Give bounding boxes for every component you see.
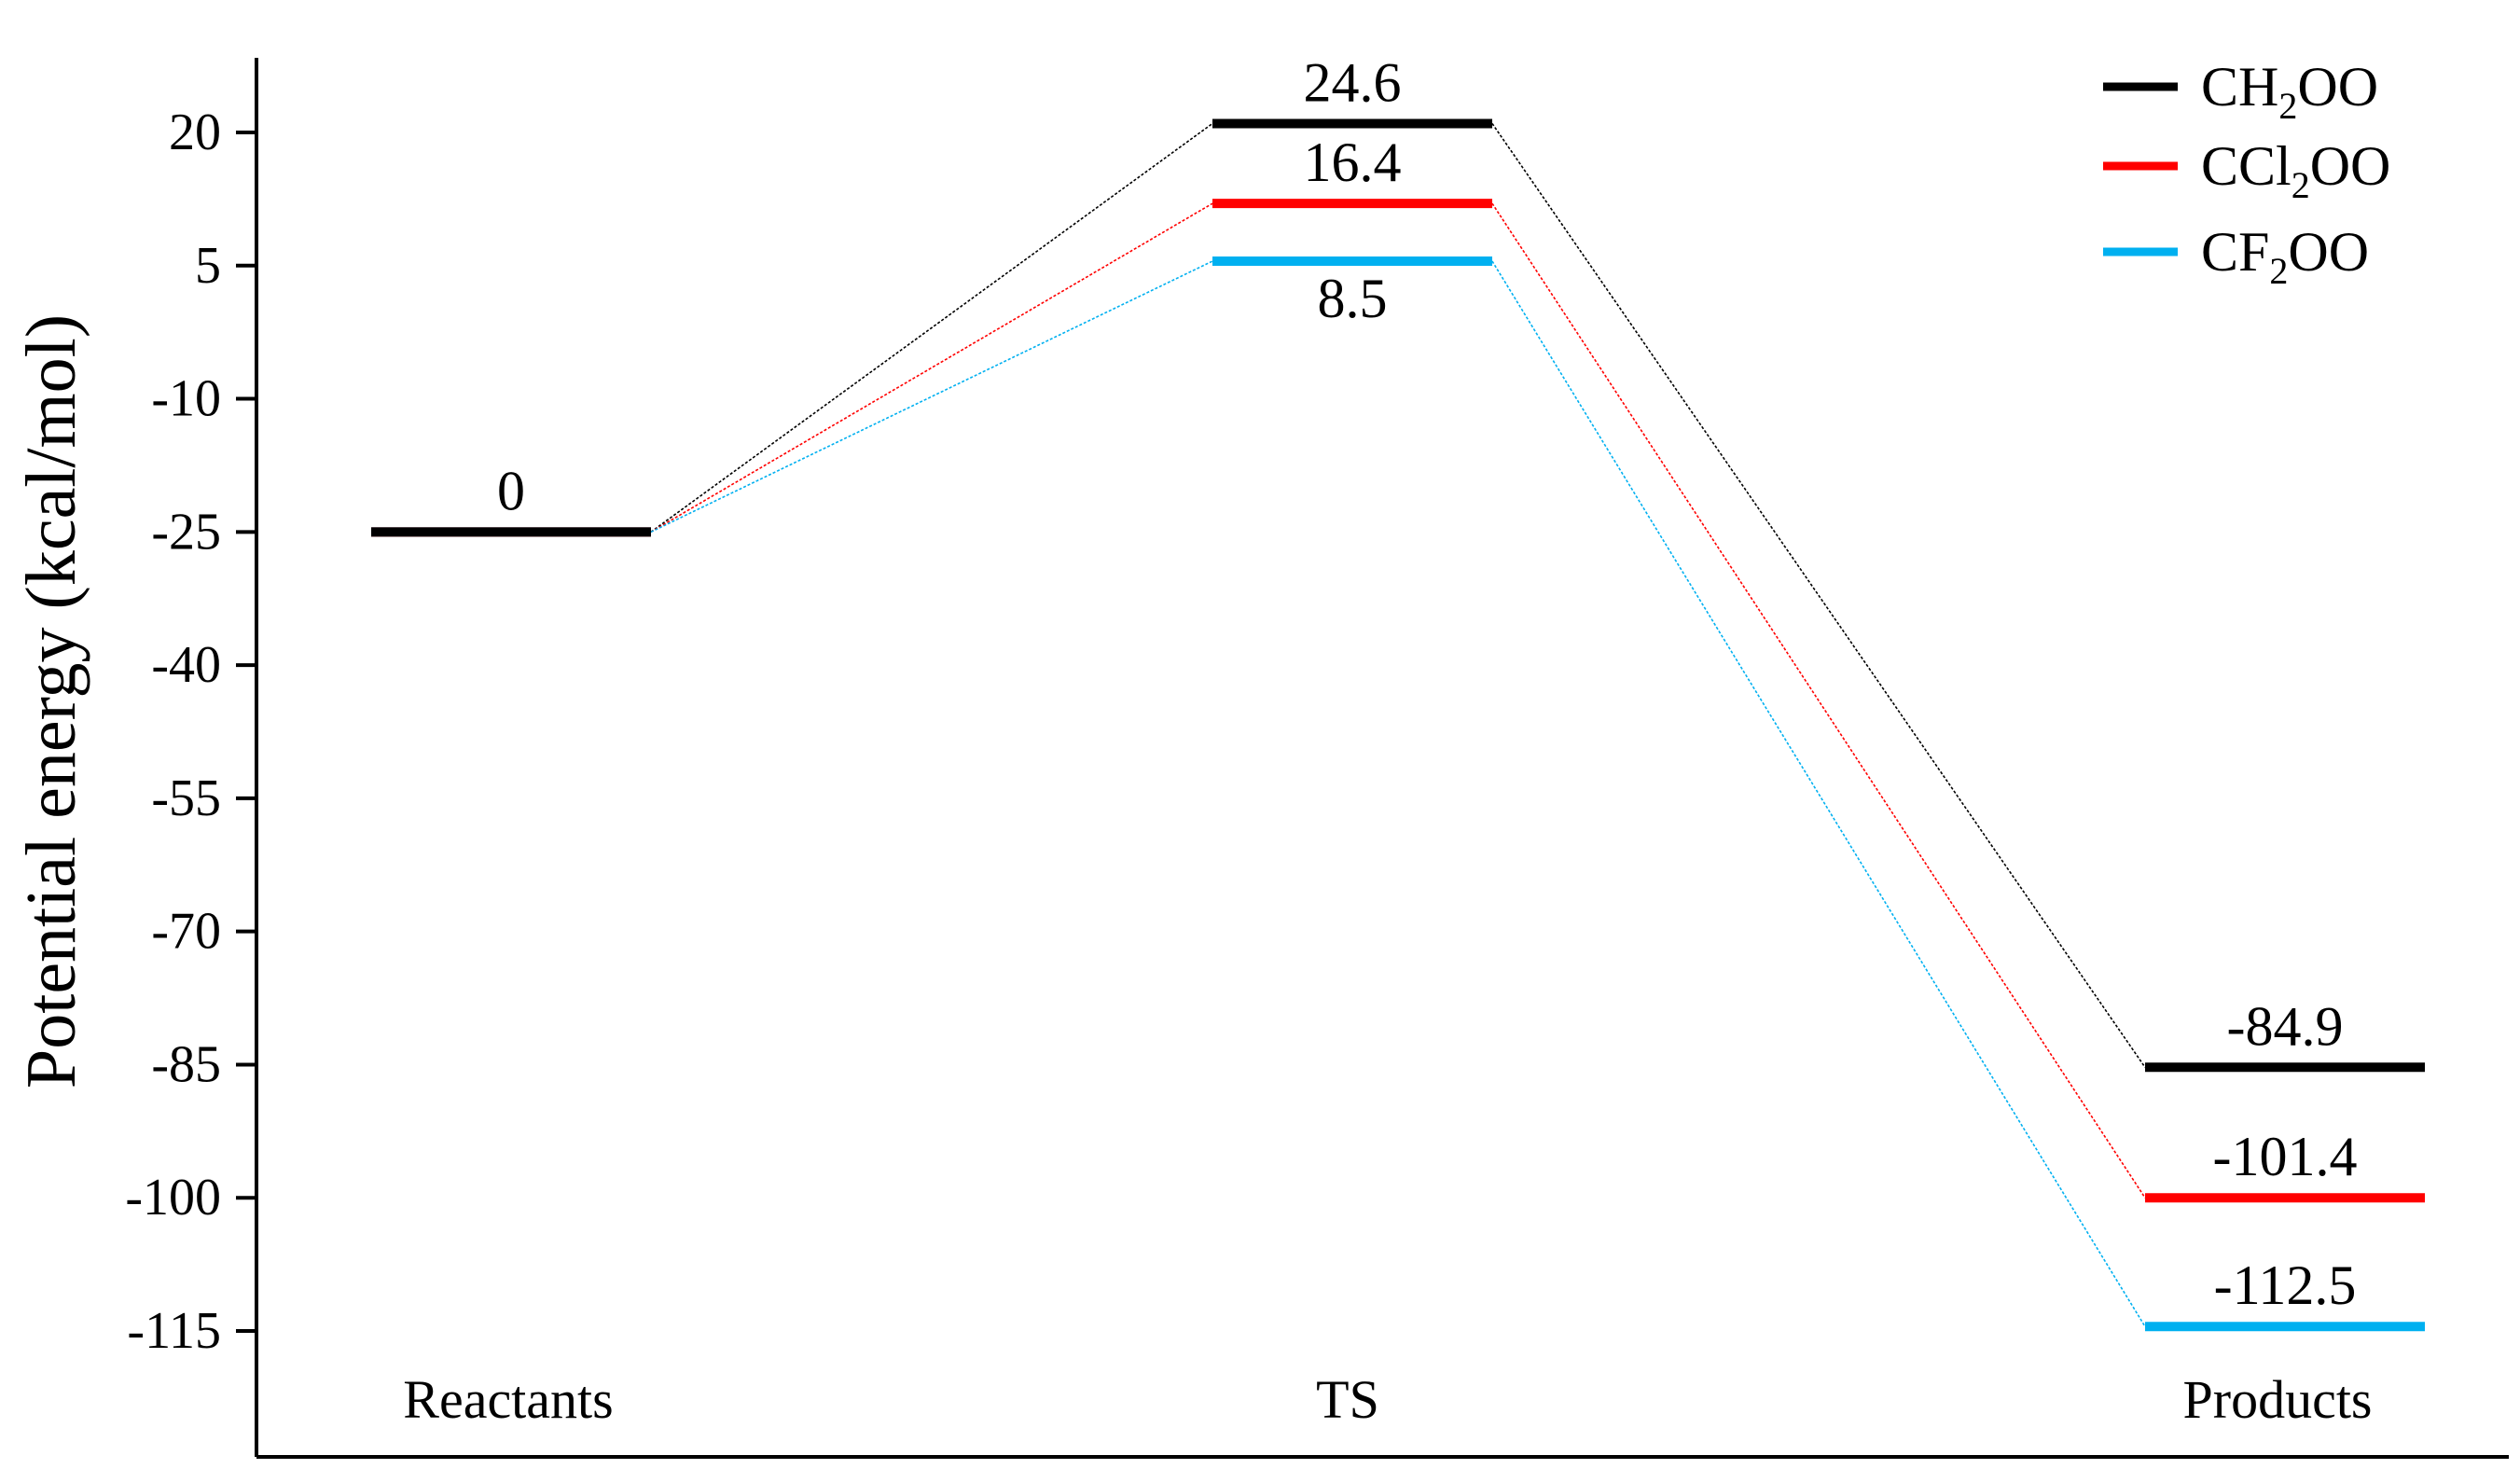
value-label: 8.5 [1318,268,1388,329]
connector-line [650,202,1213,534]
connector-lines [650,122,2146,1327]
axes: 20 5 -10 -25 -40 -55 -70 -85 -100 -115 Potential e… [12,58,2509,1459]
connector-line [650,122,1213,533]
y-tick-label: -55 [151,769,221,827]
y-tick-label: -85 [151,1035,221,1093]
y-tick-label: -25 [151,503,221,561]
legend-label: CF2OO [2201,221,2369,292]
y-tick-label: 5 [195,237,221,295]
value-label: -101.4 [2213,1126,2358,1187]
legend-label: CH2OO [2201,56,2378,127]
legend: CH2OO CCl2OO CF2OO [2103,56,2390,292]
value-label: -84.9 [2227,995,2344,1057]
value-label: 24.6 [1304,51,1402,113]
x-category-label: Products [2183,1369,2373,1430]
y-axis-title: Potential energy (kcal/mol) [12,314,90,1088]
connector-line [650,260,1213,534]
x-category-label: Reactants [403,1369,613,1430]
y-tick-label: -70 [151,903,221,961]
y-tick-label: -115 [127,1302,221,1360]
y-tick-label: -10 [151,370,221,428]
y-tick-label: 20 [169,104,221,161]
connector-line [1491,202,2146,1199]
value-labels: 0 24.6 -84.9 16.4 -101.4 8.5 -112.5 [497,51,2357,1316]
y-tick-label: -100 [125,1169,221,1227]
connector-line [1491,123,2146,1068]
value-label: -112.5 [2214,1254,2357,1316]
value-label: 16.4 [1304,132,1402,193]
connector-line [1491,260,2146,1327]
x-category-label: TS [1316,1369,1379,1430]
value-label: 0 [497,460,525,521]
legend-label: CCl2OO [2201,135,2390,206]
energy-levels [371,118,2425,1332]
y-tick-label: -40 [151,636,221,694]
